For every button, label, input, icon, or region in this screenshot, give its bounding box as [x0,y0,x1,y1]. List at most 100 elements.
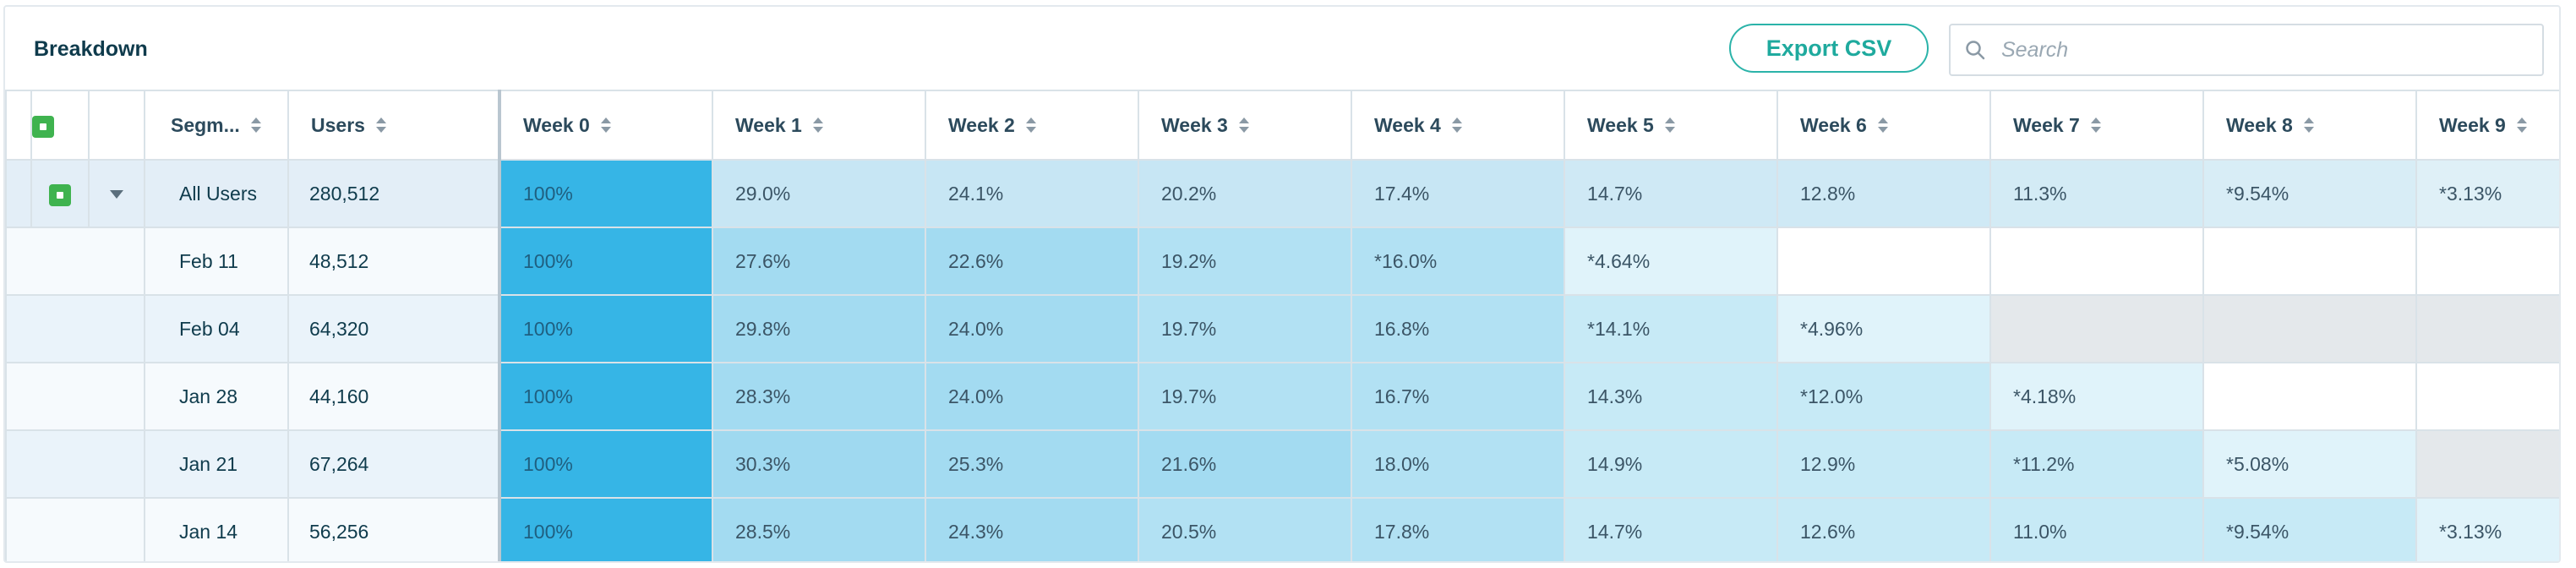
col-header-segment[interactable]: Segm... [144,90,289,161]
retention-cell[interactable]: 19.7% [1138,294,1352,363]
retention-cell[interactable]: *11.2% [1989,429,2204,499]
retention-cell[interactable] [2202,294,2417,363]
retention-cell[interactable] [2415,227,2559,296]
sort-icon[interactable] [375,116,387,134]
retention-cell[interactable]: *3.13% [2415,497,2559,561]
col-header-week-0[interactable]: Week 0 [498,90,713,161]
col-header-week-8[interactable]: Week 8 [2202,90,2417,161]
retention-cell[interactable] [2202,362,2417,431]
sort-icon[interactable] [1877,116,1889,134]
col-header-week-7[interactable]: Week 7 [1989,90,2204,161]
col-header-users[interactable]: Users [287,90,500,161]
retention-cell[interactable]: 28.5% [712,497,926,561]
col-header-week-5[interactable]: Week 5 [1564,90,1778,161]
select-all-checkbox[interactable] [30,90,90,161]
sort-icon[interactable] [2090,116,2102,134]
retention-cell[interactable] [2415,294,2559,363]
retention-cell[interactable]: 100% [498,362,713,431]
retention-cell[interactable] [1989,294,2204,363]
retention-cell[interactable] [2202,227,2417,296]
sort-icon[interactable] [812,116,824,134]
retention-cell[interactable]: *4.64% [1564,227,1778,296]
retention-cell[interactable]: 12.8% [1776,159,1991,228]
retention-cell[interactable]: 24.0% [925,362,1139,431]
sort-icon[interactable] [1451,116,1463,134]
retention-cell[interactable]: *9.54% [2202,159,2417,228]
retention-cell[interactable]: *3.13% [2415,159,2559,228]
retention-cell[interactable]: *16.0% [1351,227,1565,296]
table-row[interactable]: Feb 11 48,512 100% 27.6% 22.6% 19.2% *16… [5,227,2559,296]
retention-cell[interactable]: 24.3% [925,497,1139,561]
table-row[interactable]: Feb 04 64,320 100% 29.8% 24.0% 19.7% 16.… [5,294,2559,363]
col-header-week-3[interactable]: Week 3 [1138,90,1352,161]
col-header-week-label: Week 7 [2013,113,2080,136]
retention-cell[interactable]: 30.3% [712,429,926,499]
retention-cell[interactable]: *4.18% [1989,362,2204,431]
sort-icon[interactable] [250,116,262,134]
retention-cell[interactable]: 100% [498,429,713,499]
retention-cell[interactable]: 100% [498,294,713,363]
retention-cell[interactable]: *5.08% [2202,429,2417,499]
table-row[interactable]: Jan 14 56,256 100% 28.5% 24.3% 20.5% 17.… [5,497,2559,561]
retention-cell[interactable]: 20.5% [1138,497,1352,561]
retention-cell[interactable]: 21.6% [1138,429,1352,499]
col-header-week-9[interactable]: Week 9 [2415,90,2559,161]
retention-cell[interactable]: 11.3% [1989,159,2204,228]
retention-cell[interactable]: 27.6% [712,227,926,296]
retention-cell[interactable]: 17.8% [1351,497,1565,561]
table-row[interactable]: Jan 28 44,160 100% 28.3% 24.0% 19.7% 16.… [5,362,2559,431]
retention-cell[interactable]: 16.8% [1351,294,1565,363]
row-checkbox[interactable] [30,159,90,228]
retention-cell[interactable]: 19.2% [1138,227,1352,296]
retention-cell[interactable]: 29.0% [712,159,926,228]
retention-cell[interactable]: 14.9% [1564,429,1778,499]
retention-cell[interactable]: 14.7% [1564,497,1778,561]
sort-icon[interactable] [600,116,612,134]
sort-icon[interactable] [1664,116,1676,134]
retention-cell[interactable]: 16.7% [1351,362,1565,431]
sort-icon[interactable] [1238,116,1250,134]
retention-cell[interactable] [1776,227,1991,296]
retention-cell[interactable]: *14.1% [1564,294,1778,363]
export-csv-button[interactable]: Export CSV [1729,24,1929,73]
search-input[interactable] [2001,37,2508,63]
table-row[interactable]: Jan 21 67,264 100% 30.3% 25.3% 21.6% 18.… [5,429,2559,499]
retention-cell[interactable]: 22.6% [925,227,1139,296]
segment-cell: Jan 28 [144,362,289,431]
retention-cell[interactable]: 11.0% [1989,497,2204,561]
retention-cell[interactable]: 25.3% [925,429,1139,499]
retention-cell[interactable]: 12.6% [1776,497,1991,561]
retention-cell[interactable] [2415,362,2559,431]
col-header-week-6[interactable]: Week 6 [1776,90,1991,161]
retention-cell[interactable]: 20.2% [1138,159,1352,228]
col-header-week-4[interactable]: Week 4 [1351,90,1565,161]
retention-cell[interactable]: 17.4% [1351,159,1565,228]
retention-cell[interactable]: *12.0% [1776,362,1991,431]
retention-cell[interactable]: 14.7% [1564,159,1778,228]
col-header-week-1[interactable]: Week 1 [712,90,926,161]
retention-cell[interactable] [2415,429,2559,499]
col-header-week-2[interactable]: Week 2 [925,90,1139,161]
retention-cell[interactable]: 100% [498,159,713,228]
retention-cell[interactable]: 18.0% [1351,429,1565,499]
retention-cell[interactable]: 100% [498,497,713,561]
retention-cell[interactable]: 12.9% [1776,429,1991,499]
sort-icon[interactable] [2303,116,2315,134]
table-row-all-users[interactable]: All Users 280,512 100% 29.0% 24.1% 20.2%… [5,159,2559,228]
retention-cell[interactable]: 19.7% [1138,362,1352,431]
sort-icon[interactable] [1025,116,1037,134]
retention-cell[interactable]: 14.3% [1564,362,1778,431]
expand-toggle[interactable] [88,159,145,228]
retention-cell[interactable]: 24.1% [925,159,1139,228]
retention-cell[interactable]: *4.96% [1776,294,1991,363]
retention-cell[interactable]: *9.54% [2202,497,2417,561]
breakdown-panel: Breakdown Export CSV Segm... Users Week … [3,5,2561,563]
retention-cell[interactable]: 29.8% [712,294,926,363]
retention-cell[interactable]: 24.0% [925,294,1139,363]
retention-cell[interactable]: 28.3% [712,362,926,431]
retention-cell[interactable] [1989,227,2204,296]
search-box[interactable] [1949,24,2544,76]
sort-icon[interactable] [2516,116,2528,134]
retention-cell[interactable]: 100% [498,227,713,296]
panel-title: Breakdown [34,37,148,61]
